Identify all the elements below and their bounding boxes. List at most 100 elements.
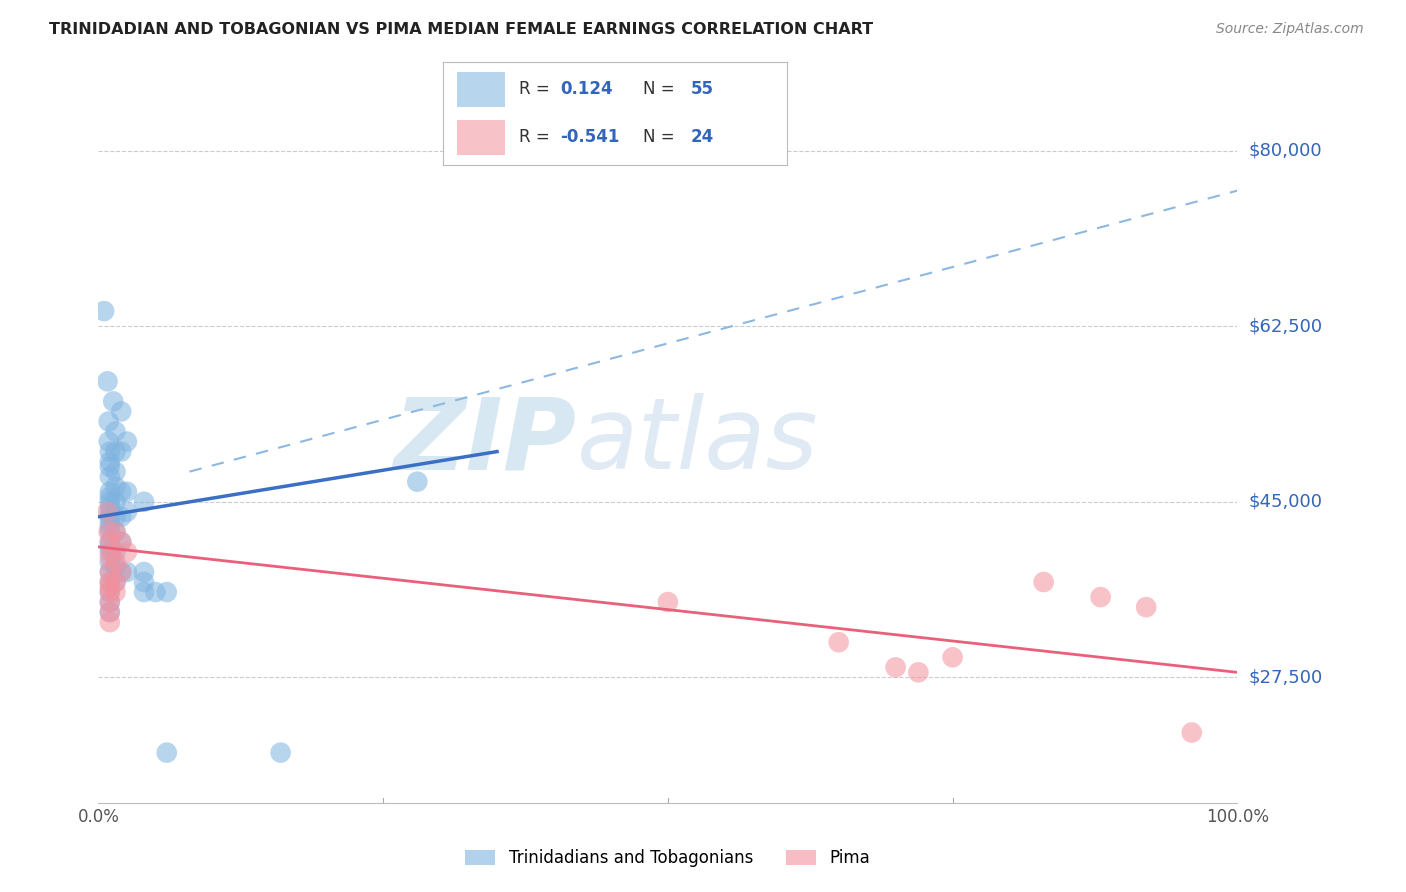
Text: 24: 24 — [690, 128, 714, 146]
Point — [110, 534, 132, 549]
Point — [110, 534, 132, 549]
Point — [98, 574, 121, 589]
Point — [103, 394, 125, 409]
Point — [104, 524, 127, 539]
Point — [104, 444, 127, 458]
Point — [98, 509, 121, 524]
Point — [110, 509, 132, 524]
Point — [104, 585, 127, 599]
Point — [98, 585, 121, 599]
Point — [98, 595, 121, 609]
Point — [98, 580, 121, 594]
Text: -0.541: -0.541 — [560, 128, 620, 146]
Text: atlas: atlas — [576, 393, 818, 490]
Point — [110, 444, 132, 458]
Text: ZIP: ZIP — [394, 393, 576, 490]
Point — [97, 434, 120, 449]
Point — [104, 545, 127, 559]
Point — [942, 650, 965, 665]
Point — [98, 534, 121, 549]
Point — [104, 480, 127, 494]
Point — [132, 494, 155, 508]
Point — [98, 444, 121, 458]
Point — [96, 374, 118, 388]
Point — [98, 565, 121, 579]
Point — [98, 534, 121, 549]
Point — [97, 414, 120, 428]
Text: N =: N = — [643, 80, 679, 98]
Point — [104, 465, 127, 479]
Point — [110, 565, 132, 579]
Point — [98, 615, 121, 630]
Point — [98, 605, 121, 619]
Point — [98, 500, 121, 514]
Point — [1135, 600, 1157, 615]
Point — [156, 746, 179, 760]
Point — [101, 545, 124, 559]
Point — [98, 459, 121, 474]
Point — [104, 560, 127, 574]
Point — [145, 585, 167, 599]
Text: $45,000: $45,000 — [1249, 492, 1323, 511]
Text: Source: ZipAtlas.com: Source: ZipAtlas.com — [1216, 22, 1364, 37]
Point — [270, 746, 292, 760]
Point — [907, 665, 929, 680]
Point — [115, 484, 138, 499]
Point — [104, 494, 127, 508]
Point — [98, 505, 121, 519]
Point — [110, 404, 132, 418]
Text: $80,000: $80,000 — [1249, 142, 1322, 160]
Point — [96, 505, 118, 519]
Point — [132, 585, 155, 599]
Point — [657, 595, 679, 609]
Point — [104, 574, 127, 589]
Point — [1032, 574, 1054, 589]
Point — [98, 555, 121, 569]
Text: R =: R = — [519, 128, 555, 146]
Point — [110, 565, 132, 579]
Point — [115, 565, 138, 579]
FancyBboxPatch shape — [457, 120, 505, 155]
Point — [98, 574, 121, 589]
Legend: Trinidadians and Tobagonians, Pima: Trinidadians and Tobagonians, Pima — [458, 843, 877, 874]
Point — [98, 545, 121, 559]
Text: 55: 55 — [690, 80, 714, 98]
Text: 0.124: 0.124 — [560, 80, 613, 98]
Text: N =: N = — [643, 128, 679, 146]
Point — [115, 545, 138, 559]
Point — [104, 509, 127, 524]
Point — [97, 524, 120, 539]
Point — [98, 484, 121, 499]
Point — [98, 494, 121, 508]
Point — [828, 635, 851, 649]
Point — [110, 484, 132, 499]
Text: R =: R = — [519, 80, 555, 98]
Point — [98, 585, 121, 599]
Point — [104, 574, 127, 589]
Point — [98, 469, 121, 483]
Point — [1090, 590, 1112, 604]
Point — [132, 574, 155, 589]
Point — [104, 524, 127, 539]
Text: $27,500: $27,500 — [1249, 668, 1323, 686]
Point — [132, 565, 155, 579]
Text: TRINIDADIAN AND TOBAGONIAN VS PIMA MEDIAN FEMALE EARNINGS CORRELATION CHART: TRINIDADIAN AND TOBAGONIAN VS PIMA MEDIA… — [49, 22, 873, 37]
Point — [98, 605, 121, 619]
Point — [98, 524, 121, 539]
Point — [884, 660, 907, 674]
Point — [156, 585, 179, 599]
FancyBboxPatch shape — [457, 71, 505, 106]
Point — [115, 434, 138, 449]
Point — [98, 565, 121, 579]
Point — [406, 475, 429, 489]
Point — [98, 540, 121, 554]
Point — [98, 595, 121, 609]
Point — [115, 505, 138, 519]
Point — [98, 490, 121, 504]
Point — [104, 425, 127, 439]
Point — [93, 304, 115, 318]
Point — [104, 555, 127, 569]
Point — [98, 520, 121, 534]
Point — [98, 549, 121, 564]
Point — [98, 515, 121, 529]
